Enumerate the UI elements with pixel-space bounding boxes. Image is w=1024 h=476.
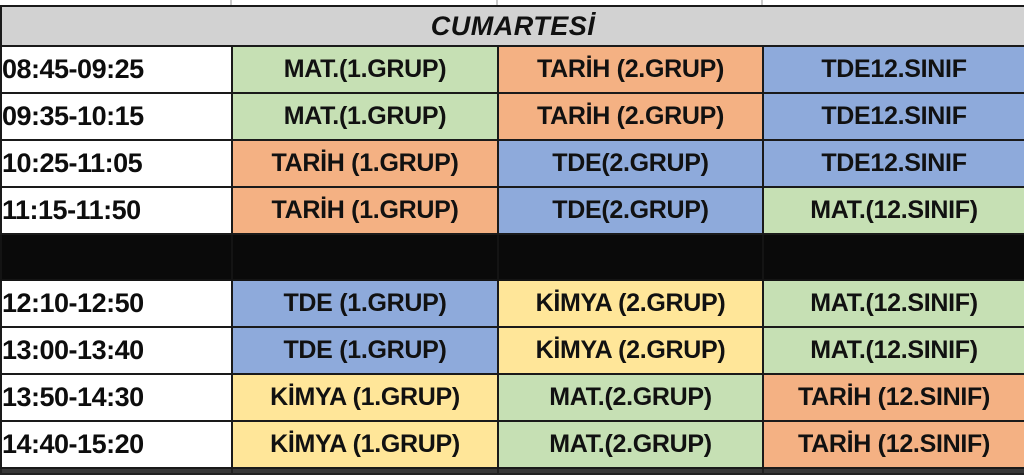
subject-cell-class12: TDE12.SINIF [761,92,1024,141]
subject-cell-class12: TDE12.SINIF [761,45,1024,94]
break-cell-time [0,233,233,281]
subject-cell-group1: MAT.(1.GRUP) [231,92,499,141]
subject-cell-group1: KİMYA (1.GRUP) [231,420,499,469]
subject-cell-group1: KİMYA (1.GRUP) [231,373,499,422]
table-row: 13:50-14:30 KİMYA (1.GRUP) MAT.(2.GRUP) … [0,373,1024,422]
table-row: 14:40-15:20 KİMYA (1.GRUP) MAT.(2.GRUP) … [0,420,1024,469]
time-cell: 14:40-15:20 [0,420,233,469]
column-divider-tick [761,0,763,5]
subject-cell-class12: TDE12.SINIF [761,139,1024,188]
subject-cell-group1: TARİH (1.GRUP) [231,139,499,188]
subject-cell-class12: MAT.(12.SINIF) [761,186,1024,235]
subject-cell-group2: MAT.(2.GRUP) [497,373,764,422]
subject-cell-group1: TARİH (1.GRUP) [231,186,499,235]
subject-cell-group2: KİMYA (2.GRUP) [497,279,764,328]
subject-cell-group1: TDE (1.GRUP) [231,326,499,375]
subject-cell-group2: TARİH (2.GRUP) [497,92,764,141]
header-row: CUMARTESİ [0,5,1024,47]
day-title: CUMARTESİ [0,5,1024,47]
subject-cell-group2: KİMYA (2.GRUP) [497,326,764,375]
time-cell: 11:15-11:50 [0,186,233,235]
strip-cell-group2 [497,467,764,475]
strip-cell-group1 [231,467,499,475]
break-cell-group1 [231,233,499,281]
strip-cell-class12 [761,467,1024,475]
time-cell: 12:10-12:50 [0,279,233,328]
break-row [0,233,1024,281]
subject-cell-group1: TDE (1.GRUP) [231,279,499,328]
time-cell: 13:00-13:40 [0,326,233,375]
column-divider-tick [230,0,232,5]
table-row: 12:10-12:50 TDE (1.GRUP) KİMYA (2.GRUP) … [0,279,1024,328]
time-cell: 13:50-14:30 [0,373,233,422]
subject-cell-group2: TARİH (2.GRUP) [497,45,764,94]
subject-cell-class12: TARİH (12.SINIF) [761,420,1024,469]
timetable: CUMARTESİ 08:45-09:25 MAT.(1.GRUP) TARİH… [0,5,1024,475]
subject-cell-group2: TDE(2.GRUP) [497,186,764,235]
subject-cell-group1: MAT.(1.GRUP) [231,45,499,94]
subject-cell-group2: TDE(2.GRUP) [497,139,764,188]
time-cell: 10:25-11:05 [0,139,233,188]
table-row: 13:00-13:40 TDE (1.GRUP) KİMYA (2.GRUP) … [0,326,1024,375]
time-cell: 09:35-10:15 [0,92,233,141]
strip-cell-time [0,467,233,475]
column-divider-tick [496,0,498,5]
subject-cell-class12: MAT.(12.SINIF) [761,326,1024,375]
bottom-strip-row [0,467,1024,475]
schedule-body: 08:45-09:25 MAT.(1.GRUP) TARİH (2.GRUP) … [0,45,1024,475]
time-cell: 08:45-09:25 [0,45,233,94]
subject-cell-class12: MAT.(12.SINIF) [761,279,1024,328]
table-row: 11:15-11:50 TARİH (1.GRUP) TDE(2.GRUP) M… [0,186,1024,235]
break-cell-class12 [761,233,1024,281]
subject-cell-class12: TARİH (12.SINIF) [761,373,1024,422]
table-row: 09:35-10:15 MAT.(1.GRUP) TARİH (2.GRUP) … [0,92,1024,141]
table-row: 10:25-11:05 TARİH (1.GRUP) TDE(2.GRUP) T… [0,139,1024,188]
subject-cell-group2: MAT.(2.GRUP) [497,420,764,469]
table-row: 08:45-09:25 MAT.(1.GRUP) TARİH (2.GRUP) … [0,45,1024,94]
break-cell-group2 [497,233,764,281]
top-margin-strip [0,0,1024,5]
